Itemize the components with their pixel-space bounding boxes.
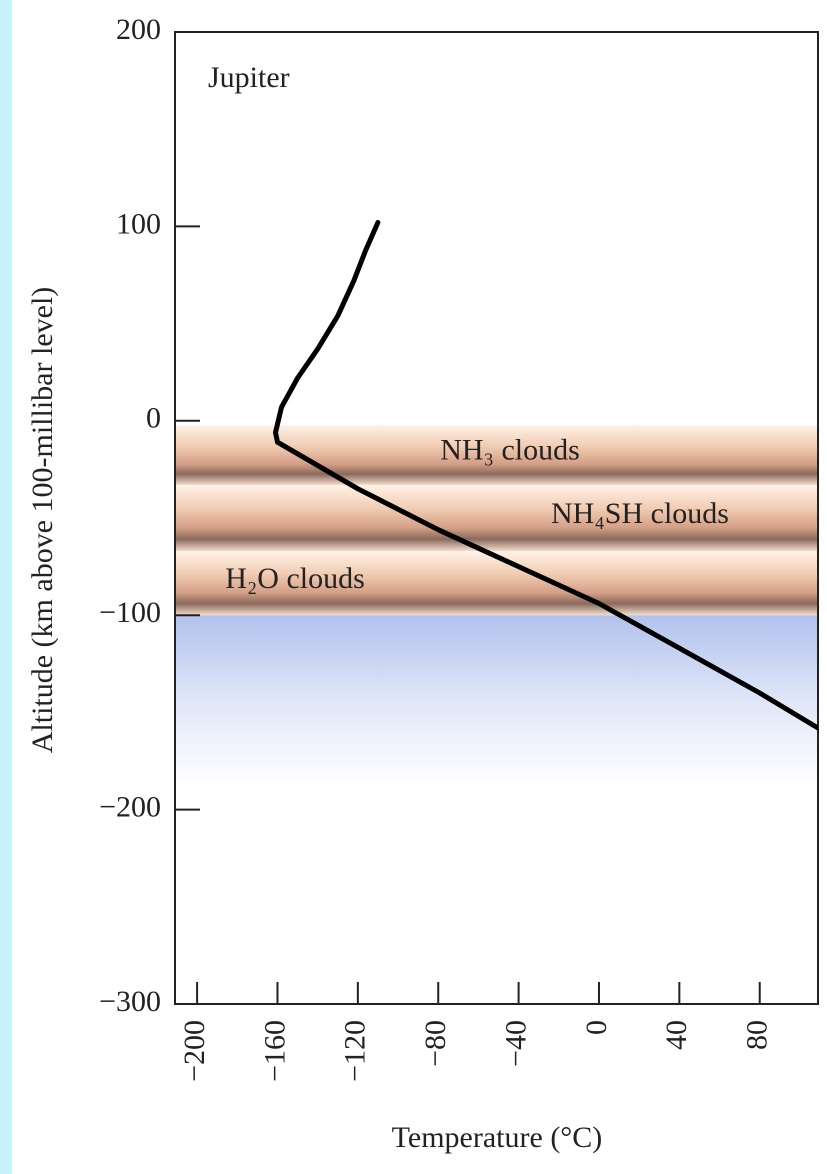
x-tick-label: −160 bbox=[258, 1020, 291, 1082]
x-axis-title: Temperature (°C) bbox=[392, 1121, 603, 1154]
cloud-label: NH₃ clouds bbox=[440, 434, 580, 467]
cloud-band bbox=[175, 551, 818, 616]
x-tick-label: −80 bbox=[419, 1020, 452, 1067]
cloud-label: NH₄SH clouds bbox=[551, 497, 729, 530]
temperature-line bbox=[273, 220, 818, 731]
x-tick-label: −120 bbox=[339, 1020, 372, 1082]
x-tick-label: 40 bbox=[660, 1020, 693, 1050]
y-tick-label: −100 bbox=[99, 596, 161, 629]
side-strip bbox=[0, 0, 12, 1174]
plot-frame bbox=[174, 31, 819, 1005]
x-tick-label: 80 bbox=[741, 1020, 774, 1050]
y-tick-label: −300 bbox=[99, 985, 161, 1018]
cloud-band bbox=[175, 484, 818, 552]
x-tick-label: −40 bbox=[499, 1020, 532, 1067]
cloud-band bbox=[175, 424, 818, 485]
y-tick-label: 100 bbox=[116, 207, 161, 240]
line-clip bbox=[273, 220, 818, 731]
haze bbox=[175, 615, 818, 786]
x-tick-label: 0 bbox=[580, 1020, 613, 1035]
annotation: Jupiter bbox=[208, 61, 290, 94]
y-tick-label: 0 bbox=[146, 402, 161, 435]
x-tick-label: −200 bbox=[178, 1020, 211, 1082]
y-axis-title: Altitude (km above 100-millibar level) bbox=[26, 287, 59, 754]
cloud-label: H₂O clouds bbox=[225, 562, 365, 595]
y-tick-label: 200 bbox=[116, 13, 161, 46]
background-layer bbox=[175, 424, 818, 786]
y-tick-label: −200 bbox=[99, 790, 161, 823]
